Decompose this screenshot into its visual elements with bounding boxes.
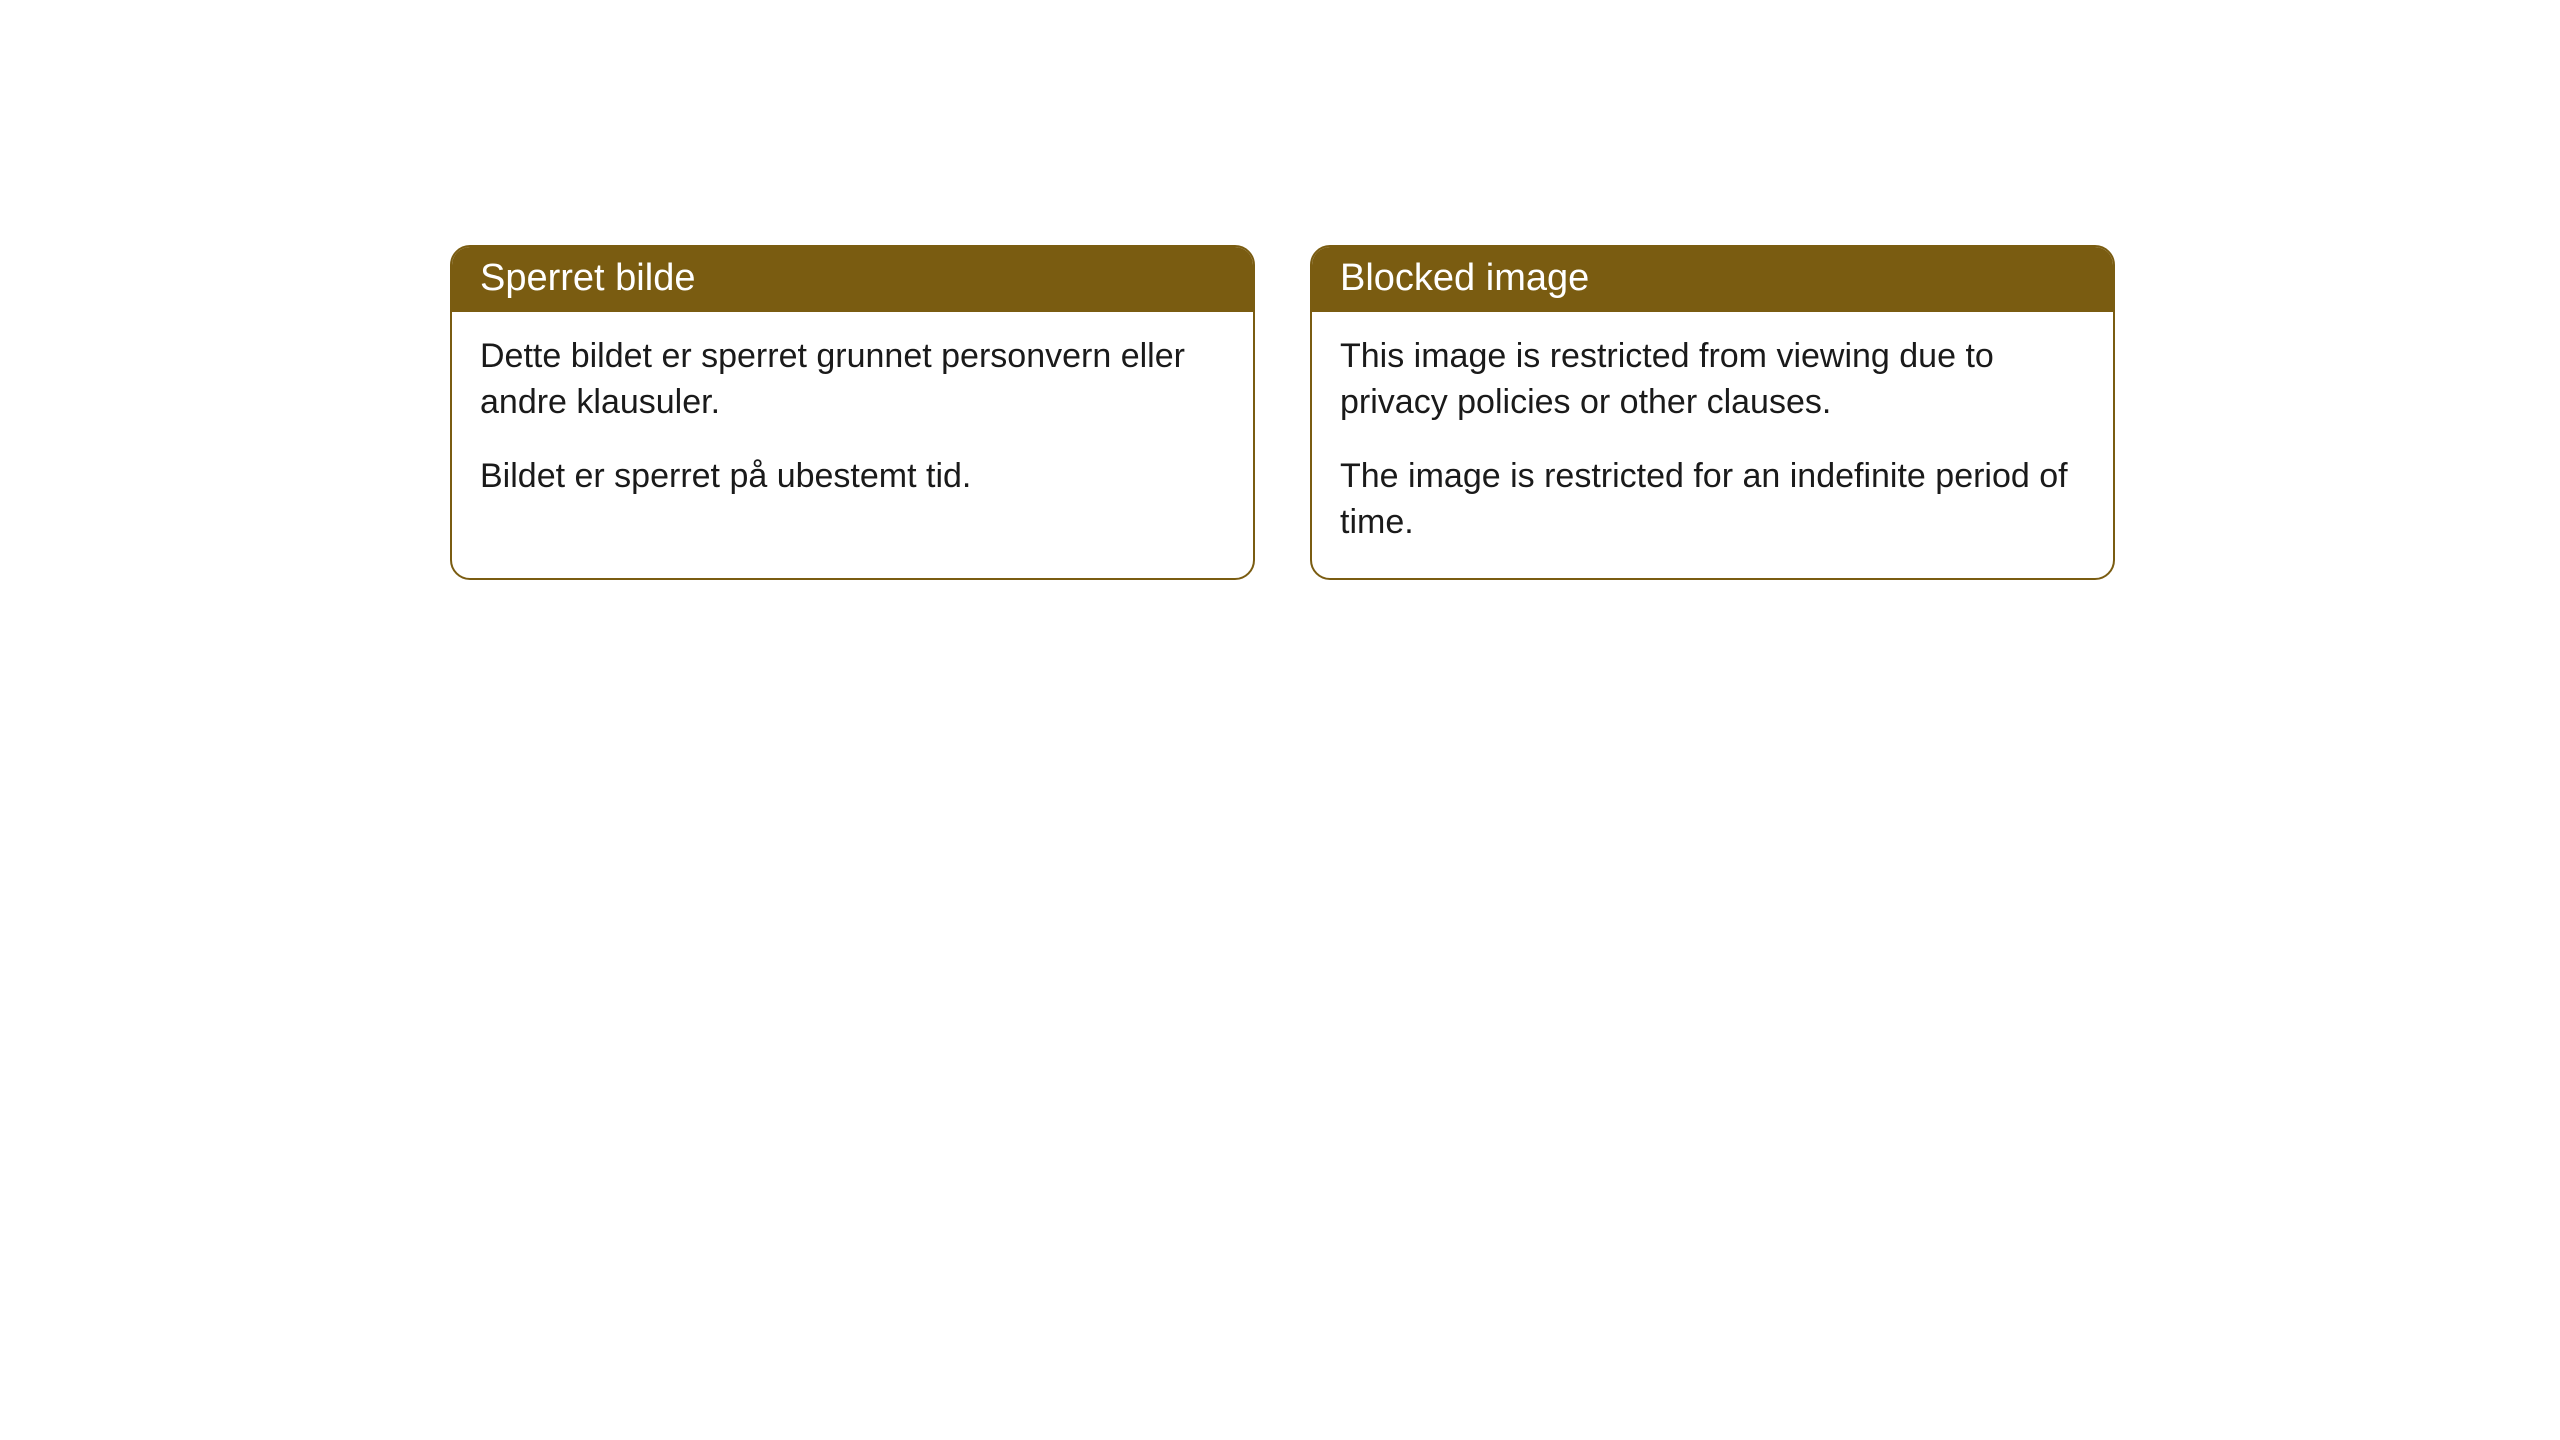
card-header: Sperret bilde [452,247,1253,312]
card-paragraph: Dette bildet er sperret grunnet personve… [480,334,1225,426]
blocked-image-card-norwegian: Sperret bilde Dette bildet er sperret gr… [450,245,1255,580]
card-body: This image is restricted from viewing du… [1312,312,2113,578]
card-body: Dette bildet er sperret grunnet personve… [452,312,1253,532]
card-header: Blocked image [1312,247,2113,312]
blocked-image-card-english: Blocked image This image is restricted f… [1310,245,2115,580]
card-paragraph: This image is restricted from viewing du… [1340,334,2085,426]
card-paragraph: The image is restricted for an indefinit… [1340,454,2085,546]
card-title: Blocked image [1340,257,1589,299]
card-paragraph: Bildet er sperret på ubestemt tid. [480,454,1225,500]
card-title: Sperret bilde [480,257,695,299]
notice-cards-container: Sperret bilde Dette bildet er sperret gr… [450,245,2115,580]
